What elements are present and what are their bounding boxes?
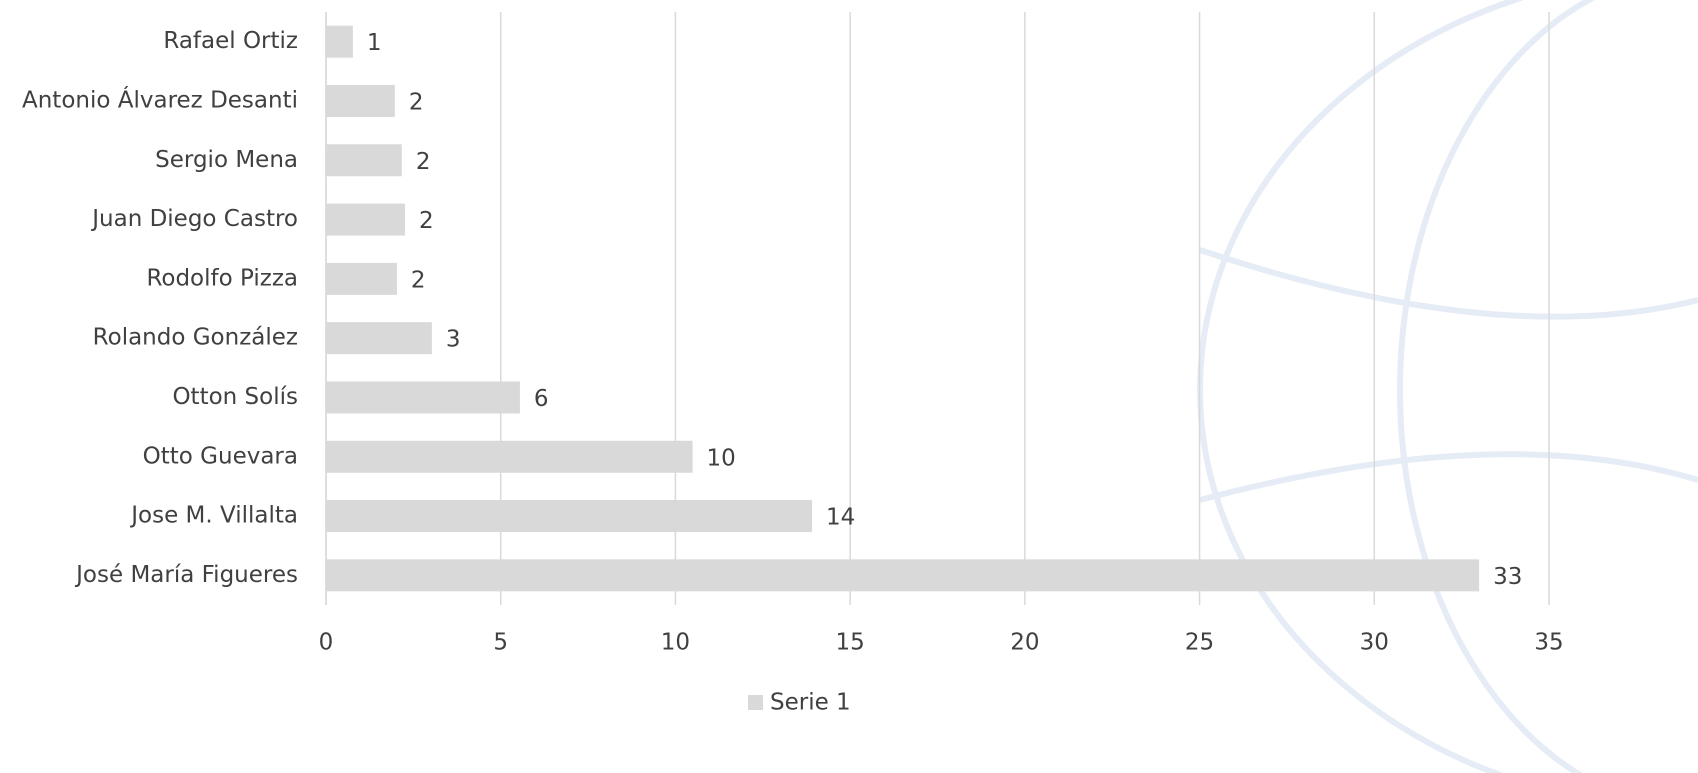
data-label: 14	[826, 505, 855, 531]
x-tick-label: 20	[1010, 630, 1039, 656]
data-label: 2	[419, 208, 434, 234]
x-tick-label: 30	[1360, 630, 1389, 656]
data-label: 2	[411, 267, 426, 293]
data-label: 2	[416, 149, 431, 175]
data-label: 3	[446, 327, 461, 353]
bar	[326, 500, 813, 533]
y-tick-label: Juan Diego Castro	[90, 206, 298, 232]
y-tick-label: Jose M. Villalta	[129, 503, 298, 529]
bar	[326, 262, 397, 295]
data-label: 2	[409, 89, 424, 115]
y-tick-label: Sergio Mena	[155, 147, 298, 173]
y-tick-label: Rodolfo Pizza	[146, 265, 298, 291]
y-tick-label: Rafael Ortiz	[163, 28, 298, 54]
y-tick-label: Otton Solís	[172, 384, 298, 410]
bar	[326, 440, 693, 473]
bar	[326, 144, 402, 177]
bar	[326, 84, 395, 117]
legend-swatch	[748, 695, 763, 710]
x-tick-label: 35	[1534, 630, 1563, 656]
background-globe	[1197, 0, 1698, 773]
bar	[326, 559, 1480, 592]
x-tick-label: 25	[1185, 630, 1214, 656]
y-tick-label: Otto Guevara	[143, 443, 298, 469]
x-tick-label: 10	[661, 630, 690, 656]
bar	[326, 203, 405, 236]
data-label: 6	[534, 386, 549, 412]
bar	[326, 322, 432, 355]
bar	[326, 381, 520, 414]
data-label: 10	[707, 445, 736, 471]
y-tick-label: Rolando González	[93, 325, 298, 351]
bar	[326, 25, 353, 58]
x-tick-label: 5	[493, 630, 508, 656]
y-tick-label: Antonio Álvarez Desanti	[22, 85, 298, 113]
x-tick-label: 15	[836, 630, 865, 656]
data-label: 33	[1493, 564, 1522, 590]
y-tick-label: José María Figueres	[74, 562, 298, 588]
legend-label: Serie 1	[770, 690, 851, 716]
data-label: 1	[367, 30, 382, 56]
x-tick-label: 0	[319, 630, 334, 656]
